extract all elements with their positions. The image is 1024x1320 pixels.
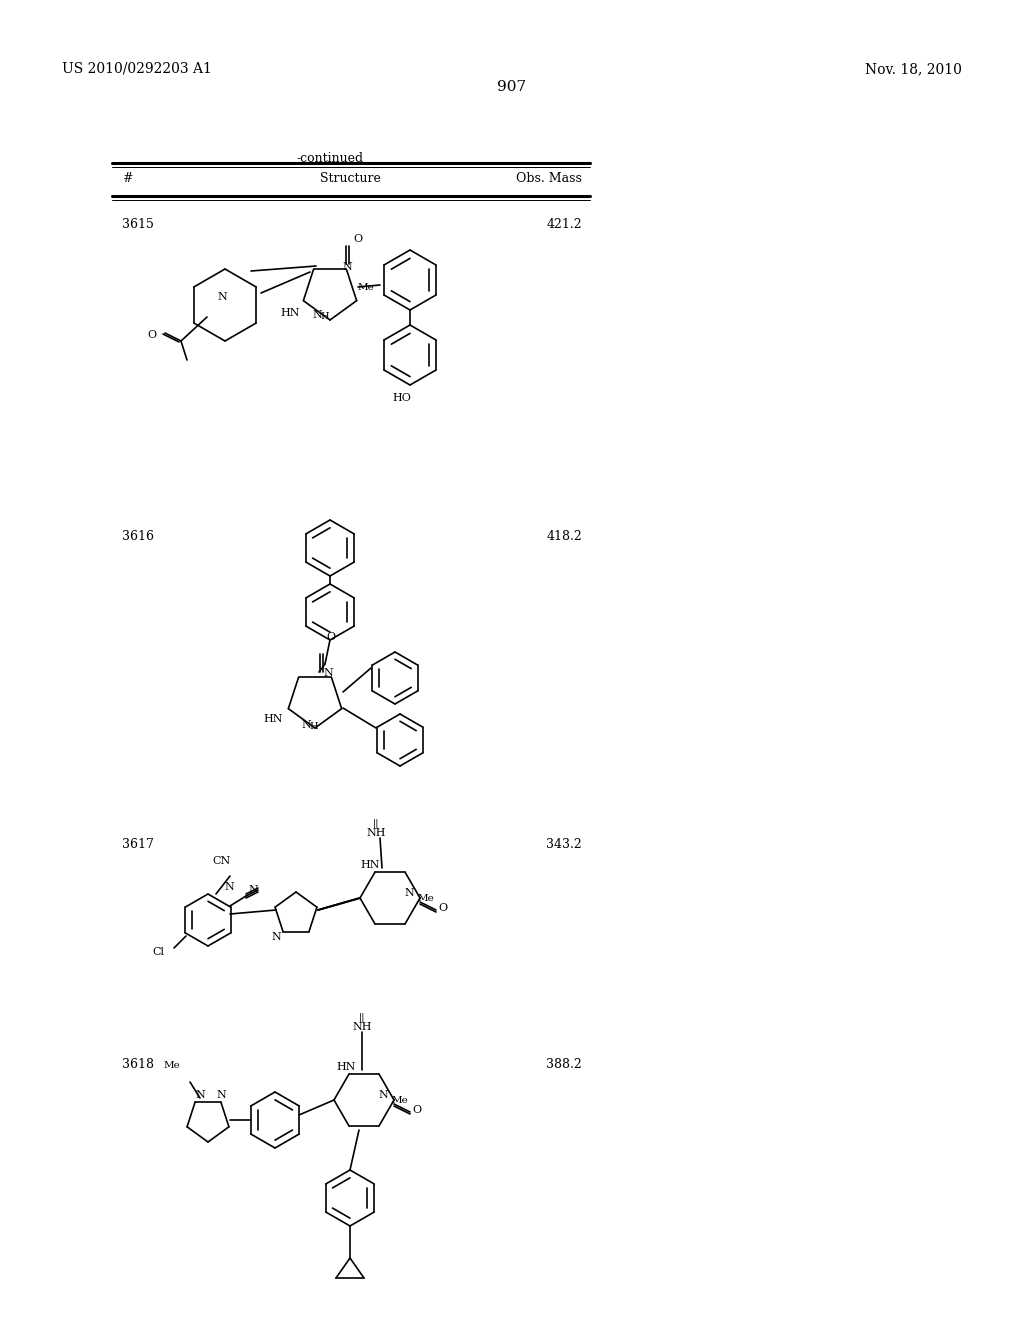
- Text: Structure: Structure: [319, 172, 381, 185]
- Text: 343.2: 343.2: [546, 838, 582, 851]
- Text: N: N: [312, 310, 322, 319]
- Text: O: O: [147, 330, 157, 341]
- Text: N: N: [271, 932, 281, 942]
- Text: 907: 907: [498, 81, 526, 94]
- Text: CN: CN: [212, 855, 230, 866]
- Text: Cl: Cl: [152, 946, 164, 957]
- Text: HN: HN: [280, 308, 299, 318]
- Text: Nov. 18, 2010: Nov. 18, 2010: [865, 62, 962, 77]
- Text: 3615: 3615: [122, 218, 154, 231]
- Text: H: H: [319, 312, 329, 321]
- Text: Me: Me: [392, 1096, 409, 1105]
- Text: HN: HN: [263, 714, 283, 723]
- Text: N: N: [224, 882, 233, 892]
- Text: O: O: [327, 632, 336, 642]
- Text: ||: ||: [358, 1012, 366, 1022]
- Text: O: O: [438, 903, 447, 913]
- Text: H: H: [309, 722, 317, 731]
- Text: HN: HN: [336, 1063, 355, 1072]
- Text: 418.2: 418.2: [546, 531, 582, 543]
- Text: ||: ||: [373, 818, 379, 828]
- Text: #: #: [122, 172, 132, 185]
- Text: Obs. Mass: Obs. Mass: [516, 172, 582, 185]
- Text: N: N: [196, 1090, 205, 1100]
- Text: US 2010/0292203 A1: US 2010/0292203 A1: [62, 62, 212, 77]
- Text: N: N: [301, 719, 310, 730]
- Text: HO: HO: [392, 393, 412, 403]
- Text: N: N: [342, 261, 352, 272]
- Text: 3618: 3618: [122, 1059, 154, 1071]
- Text: NH: NH: [352, 1022, 372, 1032]
- Text: N: N: [404, 888, 414, 898]
- Text: O: O: [412, 1105, 421, 1115]
- Text: N: N: [248, 884, 258, 895]
- Text: HN: HN: [360, 861, 380, 870]
- Text: N: N: [323, 668, 333, 678]
- Text: NH: NH: [367, 828, 386, 838]
- Text: N: N: [378, 1090, 388, 1100]
- Text: O: O: [353, 234, 362, 244]
- Text: 388.2: 388.2: [546, 1059, 582, 1071]
- Text: N: N: [217, 292, 227, 302]
- Text: 3617: 3617: [122, 838, 154, 851]
- Text: 421.2: 421.2: [547, 218, 582, 231]
- Text: 3616: 3616: [122, 531, 154, 543]
- Text: Me: Me: [358, 284, 375, 293]
- Text: -continued: -continued: [296, 152, 364, 165]
- Text: Me: Me: [418, 894, 435, 903]
- Text: Me: Me: [163, 1061, 180, 1071]
- Text: N: N: [216, 1090, 225, 1100]
